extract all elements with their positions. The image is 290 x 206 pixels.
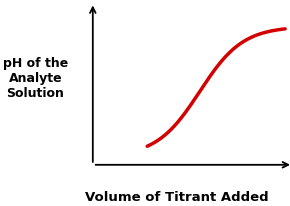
- Text: pH of the
Analyte
Solution: pH of the Analyte Solution: [3, 57, 68, 100]
- Text: Volume of Titrant Added: Volume of Titrant Added: [85, 191, 269, 204]
